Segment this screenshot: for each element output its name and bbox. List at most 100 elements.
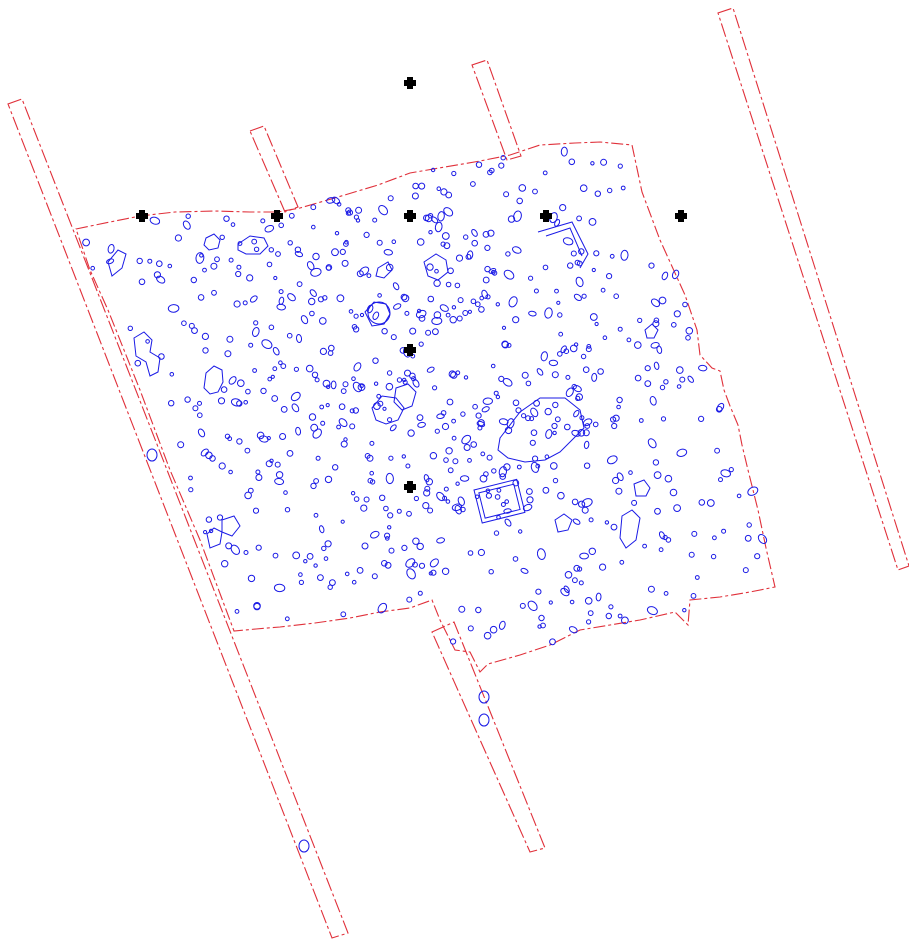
post-hole [260,218,266,224]
post-hole [710,553,717,560]
post-hole [310,204,317,211]
post-hole [494,494,501,500]
post-hole [554,288,559,294]
grid-marker-icon [540,210,552,222]
post-hole [482,276,490,284]
post-hole [243,550,249,555]
post-hole [637,317,643,323]
post-hole [664,474,673,483]
post-hole [430,569,437,576]
post-hole [463,444,471,451]
post-hole [443,457,449,463]
post-hole [412,182,419,190]
post-hole [582,429,590,437]
post-hole [521,413,527,419]
post-hole [244,447,251,454]
post-hole [504,499,510,504]
pit [562,237,574,246]
post-hole [345,210,351,216]
post-hole [411,192,419,200]
pit [527,600,538,612]
post-hole [542,264,549,271]
post-hole [279,433,287,440]
post-hole [544,454,550,460]
pit [366,304,374,314]
post-hole [311,371,319,378]
pit [429,558,439,568]
post-hole [340,611,347,618]
post-hole [424,214,433,223]
post-hole [576,260,583,267]
post-hole [387,512,394,519]
post-hole [586,344,592,349]
trench-feature [298,839,310,853]
post-hole [644,365,651,372]
post-hole [616,396,623,404]
post-hole [377,400,384,407]
post-hole [516,197,524,205]
post-hole [90,265,95,271]
post-hole [582,366,590,374]
post-hole [506,342,512,348]
post-hole [484,265,491,273]
post-hole [312,252,320,261]
post-hole [544,407,552,416]
excavation-boundary-layer [75,141,776,673]
feature-outline [371,395,405,425]
post-hole [663,591,669,596]
post-hole [338,403,346,411]
post-hole [715,406,723,413]
post-hole [427,507,434,514]
post-hole [188,487,194,493]
post-hole [588,517,594,523]
trench-feature [478,690,490,704]
post-hole [292,551,301,560]
pit [573,293,582,302]
post-hole [608,604,614,610]
post-hole [313,512,319,518]
pit [290,391,301,402]
post-hole [342,381,349,388]
post-hole [278,289,284,295]
post-hole [407,429,415,437]
post-hole [589,313,598,321]
post-hole [255,474,263,481]
post-hole [351,324,358,330]
pit [200,448,209,457]
post-hole [188,475,193,481]
post-hole [621,616,629,625]
post-hole [518,529,523,534]
pit [620,249,629,261]
post-hole [584,597,593,605]
post-hole [592,421,599,428]
post-hole [604,520,610,525]
post-hole [472,403,478,410]
post-hole [557,351,563,357]
post-hole [192,405,199,412]
trench-outline [471,59,522,161]
post-hole [575,395,581,401]
pit [466,250,474,260]
post-hole [583,462,591,469]
post-hole [404,369,411,377]
post-hole [278,360,283,366]
post-hole [275,471,284,479]
pit [503,508,512,514]
post-hole [237,241,243,246]
pit [372,311,380,320]
post-hole [413,495,419,502]
pit [591,372,598,382]
pit [230,544,241,555]
post-hole [169,372,175,377]
post-hole [483,631,492,640]
pit [560,146,568,157]
post-hole [576,215,582,222]
pit [252,327,260,337]
post-hole [266,261,273,268]
post-hole [355,206,363,214]
pit [389,424,397,432]
pit [392,282,400,291]
pit [182,220,191,230]
post-hole [234,609,240,614]
post-hole [308,297,316,306]
